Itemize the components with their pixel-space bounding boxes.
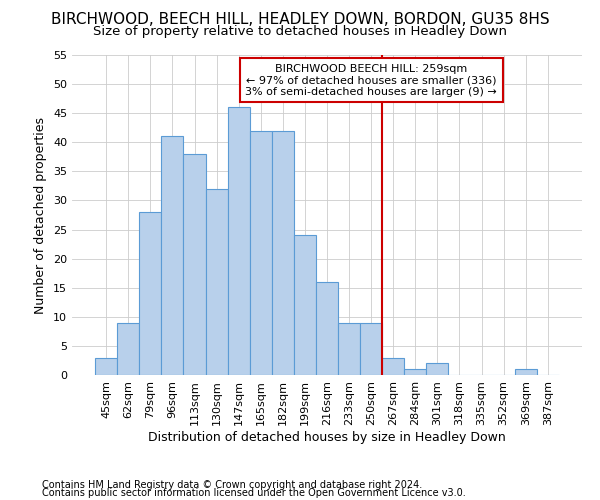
- Bar: [515, 369, 537, 375]
- Text: Contains public sector information licensed under the Open Government Licence v3: Contains public sector information licen…: [42, 488, 466, 498]
- Bar: [117, 322, 139, 375]
- Text: BIRCHWOOD BEECH HILL: 259sqm
← 97% of detached houses are smaller (336)
3% of se: BIRCHWOOD BEECH HILL: 259sqm ← 97% of de…: [245, 64, 497, 97]
- Bar: [427, 364, 448, 375]
- Bar: [206, 189, 227, 375]
- Bar: [360, 322, 382, 375]
- Bar: [272, 130, 294, 375]
- Bar: [95, 358, 117, 375]
- Bar: [250, 130, 272, 375]
- Y-axis label: Number of detached properties: Number of detached properties: [34, 116, 47, 314]
- Bar: [161, 136, 184, 375]
- X-axis label: Distribution of detached houses by size in Headley Down: Distribution of detached houses by size …: [148, 430, 506, 444]
- Bar: [139, 212, 161, 375]
- Bar: [294, 236, 316, 375]
- Text: Contains HM Land Registry data © Crown copyright and database right 2024.: Contains HM Land Registry data © Crown c…: [42, 480, 422, 490]
- Text: Size of property relative to detached houses in Headley Down: Size of property relative to detached ho…: [93, 25, 507, 38]
- Bar: [404, 369, 427, 375]
- Bar: [316, 282, 338, 375]
- Text: BIRCHWOOD, BEECH HILL, HEADLEY DOWN, BORDON, GU35 8HS: BIRCHWOOD, BEECH HILL, HEADLEY DOWN, BOR…: [50, 12, 550, 28]
- Bar: [184, 154, 206, 375]
- Bar: [338, 322, 360, 375]
- Bar: [227, 108, 250, 375]
- Bar: [382, 358, 404, 375]
